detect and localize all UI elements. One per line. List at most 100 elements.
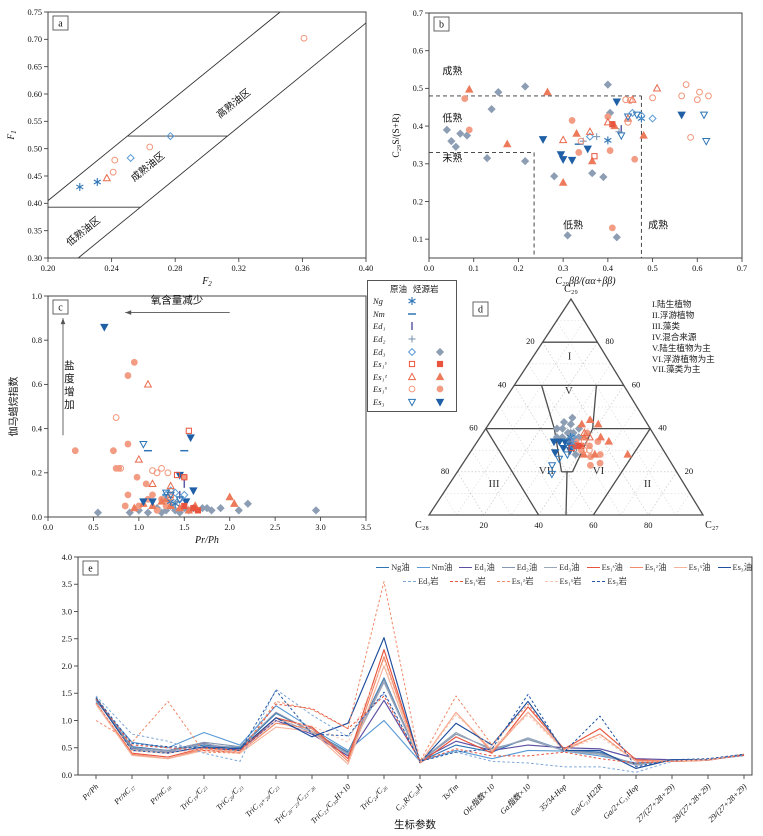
data-point: [558, 156, 568, 164]
x-tick-label: 2.0: [225, 523, 235, 532]
category-label: Ole指数×10: [461, 782, 496, 817]
legend-label: Es₁ˢ油: [601, 563, 623, 572]
data-point: [166, 491, 175, 500]
ternary-tick-label: 20: [526, 336, 535, 346]
legend-row-label: Nm: [373, 308, 385, 319]
series-Ed1-oil: [178, 479, 186, 499]
x-tick-label: 0.32: [232, 264, 247, 273]
plot-border: [77, 556, 753, 776]
region-note: I.陆生植物: [652, 299, 692, 309]
plus-symbol-icon: [408, 335, 416, 343]
x-tick-label: 0.6: [692, 264, 702, 273]
data-point: [622, 96, 630, 104]
data-point: [577, 137, 585, 145]
ternary-grid-line: [565, 406, 638, 516]
legend-rock-symbol: [425, 358, 455, 370]
y-tick-label: 0.35: [27, 226, 42, 235]
series-Es1s-rock: [609, 121, 616, 128]
axis-title-y: F1: [7, 130, 18, 140]
series-Es1s-oil: [167, 427, 192, 498]
region-note: III.藻类: [652, 320, 680, 331]
data-point: [462, 131, 472, 140]
zone-label: 低熟: [563, 219, 583, 232]
data-point: [609, 121, 616, 128]
data-point: [483, 154, 492, 163]
data-point: [181, 498, 191, 507]
data-point: [71, 447, 79, 455]
series-Es1x-oil: [109, 34, 308, 176]
legend-row-label: Ed₁: [373, 321, 386, 332]
data-point: [572, 128, 581, 137]
ternary-region-notes: I.陆生植物 II.浮游植物 III.藻类 IV.混合来源 V.陆生植物为主 VI.浮游植…: [652, 299, 762, 375]
diamond-symbol-icon: [407, 347, 417, 356]
legend-row-label: Ng: [373, 296, 383, 307]
data-point: [568, 413, 577, 422]
y-tick-label: 0.3: [413, 160, 423, 169]
data-point: [632, 111, 642, 120]
legend-rock-symbol: [425, 396, 455, 408]
y-tick-label: 0.75: [27, 8, 42, 17]
legend-row: Ed₁: [368, 320, 456, 333]
panel-letter: e: [88, 564, 93, 575]
y-tick-label: 0.0: [62, 771, 72, 780]
legend-entry: Ed₂油: [501, 561, 537, 573]
series-Es1x-oil: [580, 438, 593, 454]
data-point: [447, 137, 456, 146]
data-point: [596, 451, 604, 458]
data-point: [76, 184, 84, 190]
legend-oil-symbol: [399, 308, 425, 320]
data-point: [102, 173, 112, 182]
symbol-legend: 原油 烃源岩 Ng Nm Ed₁ Ed₂ Ed₃ Es₁ˢ Es₁ᶻ Es₁ˣ Es₃: [367, 280, 457, 412]
legend-entry: Es₃油: [717, 561, 752, 573]
zone-label: 增: [64, 385, 75, 398]
series-line-Es₁ˣ岩: [95, 660, 745, 764]
data-point: [585, 432, 594, 441]
ternary-tick-label: 60: [589, 520, 598, 530]
legend-swatch: [629, 566, 643, 568]
panel-letter-box: [433, 16, 450, 32]
region-note: II.浮游植物: [652, 309, 695, 320]
legend-row-label: Es₁ˢ: [373, 359, 387, 370]
data-point: [146, 143, 154, 151]
panel-letter: d: [478, 305, 483, 316]
data-point: [568, 444, 575, 452]
data-point: [180, 490, 189, 500]
category-label: TriC₂₀/C₂₃: [214, 782, 244, 812]
y-tick-label: 3.5: [62, 580, 72, 589]
ternary-bold-line: [485, 428, 540, 516]
data-point: [587, 461, 594, 469]
legend-oil-symbol: [399, 295, 425, 307]
series-Es1z-rock: [577, 415, 632, 458]
series-Es3-oil: [547, 451, 572, 479]
y-tick-label: 0.5: [62, 744, 72, 753]
data-point: [563, 231, 572, 240]
ternary-grid-line: [513, 385, 594, 516]
data-point: [588, 169, 597, 178]
series-Es1x-oil: [112, 414, 175, 501]
legend-swatch: [449, 580, 463, 582]
series-line-Es₁ᶻ岩: [95, 581, 745, 762]
legend-label: Es₁ˣ岩: [559, 577, 582, 586]
panel-letter-box: [52, 299, 69, 315]
line-legend-row-oils: Ng油 Nm油 Ed₁油 Ed₂油 Ed₃油 Es₁ˢ油 Es₁ᶻ油 Es₁ˣ油 Es₃油: [278, 561, 752, 573]
x-tick-label: 1.0: [134, 523, 144, 532]
tridown-symbol-icon: [407, 398, 417, 407]
data-point: [130, 358, 138, 366]
legend-row: Nm: [368, 308, 456, 321]
data-point: [631, 155, 639, 163]
data-point: [558, 424, 567, 433]
ternary-tick-label: 40: [658, 423, 667, 433]
legend-entry: Ng油: [376, 561, 410, 573]
data-point: [407, 347, 417, 356]
y-tick-label: 0.0: [32, 513, 42, 522]
legend-label: Ed₁油: [474, 563, 495, 572]
data-point: [185, 427, 192, 434]
legend-entry: Es₁ˣ岩: [544, 575, 582, 587]
category-label: 35/34-Hop: [537, 782, 569, 814]
x-tick-label: 0.0: [424, 264, 434, 273]
series-Ed3-rock: [93, 499, 321, 517]
data-point: [456, 129, 465, 138]
data-point: [494, 88, 503, 97]
data-point: [566, 420, 575, 429]
data-point: [585, 415, 595, 424]
